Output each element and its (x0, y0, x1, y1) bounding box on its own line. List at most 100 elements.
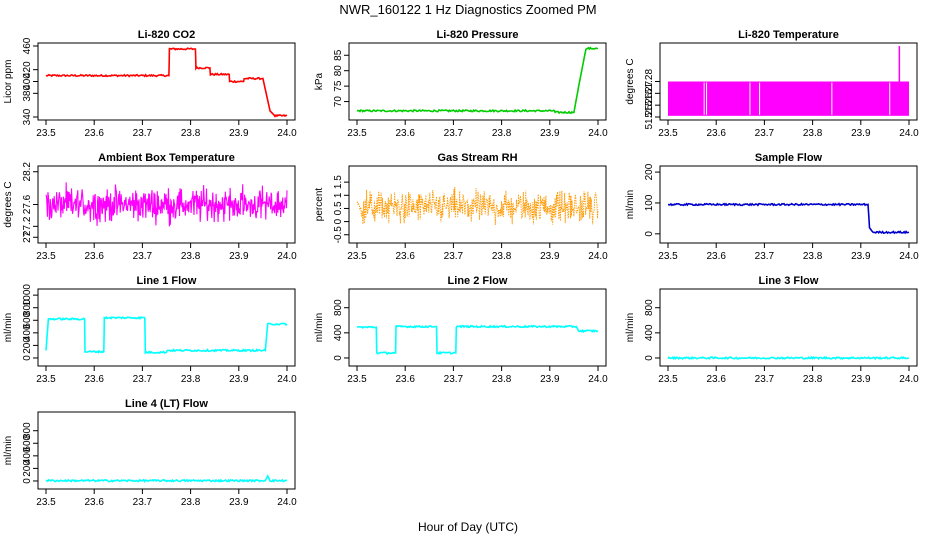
panel-6: Sample Flow 23.5 23.6 23.7 23.8 23.9 24.0 0 100 2… (625, 152, 919, 262)
y-tick-label: 51.28 (644, 69, 655, 94)
y-axis-label: ml/min (3, 436, 14, 465)
x-tick-label: 24.0 (277, 374, 297, 385)
series-marks (668, 202, 910, 235)
y-tick-label: 800 (22, 422, 33, 439)
y-tick-label: 0 (333, 355, 344, 361)
y-tick-label: 51.27 (644, 80, 655, 105)
plot-frame (37, 42, 296, 121)
x-tick-label: 23.6 (706, 374, 726, 385)
x-tick-label: 23.7 (444, 251, 464, 262)
x-tick-label: 23.5 (36, 374, 56, 385)
series-line (356, 46, 598, 115)
x-tick-label: 23.9 (540, 374, 560, 385)
plot-frame (348, 288, 607, 367)
x-tick-label: 23.8 (181, 251, 201, 262)
x-tick-label: 24.0 (277, 497, 297, 508)
x-tick-label: 23.7 (444, 374, 464, 385)
panel-title: Ambient Box Temperature (98, 152, 235, 164)
panel-title: Li-820 Pressure (437, 29, 519, 41)
x-tick-label: 23.5 (347, 128, 367, 139)
series-line (45, 474, 288, 483)
panel-8: Line 2 Flow 23.5 23.6 23.7 23.8 23.9 24.0 0 400 8… (314, 275, 608, 385)
y-tick-label: 340 (22, 108, 33, 125)
x-tick-label: 23.9 (851, 128, 871, 139)
x-tick-label: 23.9 (229, 374, 249, 385)
y-axis-label: kPa (314, 72, 325, 90)
panel-title: Gas Stream RH (437, 152, 517, 164)
series-line (668, 202, 910, 235)
plot-frame (659, 165, 918, 244)
plot-frame (659, 288, 918, 367)
x-tick-label: 23.7 (133, 374, 153, 385)
panel-3: Li-820 Temperature 23.5 23.6 23.7 23.8 23.9 24… (625, 29, 919, 139)
y-tick-label: 85 (333, 49, 344, 61)
x-tick-label: 23.6 (84, 374, 104, 385)
x-tick-label: 23.6 (84, 251, 104, 262)
y-axis-label: ml/min (3, 313, 14, 342)
y-tick-label: 800 (22, 299, 33, 316)
y-tick-label: 27 (22, 231, 33, 243)
x-tick-label: 23.9 (229, 497, 249, 508)
series-marks (45, 474, 288, 483)
y-tick-label: 400 (22, 73, 33, 90)
panel-title: Line 3 Flow (759, 275, 819, 287)
x-tick-label: 23.6 (84, 497, 104, 508)
x-tick-label: 23.6 (395, 374, 415, 385)
x-tick-label: 24.0 (899, 251, 919, 262)
x-tick-label: 23.9 (851, 251, 871, 262)
series-line (45, 47, 288, 118)
x-tick-label: 23.5 (36, 497, 56, 508)
series-marks (667, 355, 910, 361)
x-tick-label: 23.6 (84, 128, 104, 139)
x-tick-label: 23.8 (803, 251, 823, 262)
panel-4: Ambient Box Temperature 23.5 23.6 23.7 23.8 2… (3, 152, 297, 262)
x-tick-label: 23.8 (492, 374, 512, 385)
y-tick-label: 600 (22, 311, 33, 328)
x-tick-label: 24.0 (588, 128, 608, 139)
x-tick-label: 23.9 (540, 251, 560, 262)
y-tick-label: 27.2 (22, 216, 33, 236)
x-tick-label: 23.8 (181, 374, 201, 385)
y-tick-label: 0.5 (333, 201, 344, 215)
x-tick-label: 23.7 (133, 128, 153, 139)
panel-5: Gas Stream RH 23.5 23.6 23.7 23.8 23.9 24.0 -0.… (314, 152, 608, 262)
y-tick-label: 380 (22, 85, 33, 102)
y-tick-label: 420 (22, 61, 33, 78)
x-tick-label: 23.8 (492, 128, 512, 139)
y-tick-label: 51.25 (644, 104, 655, 129)
plot-frame (37, 411, 296, 490)
y-axis-label: percent (314, 188, 325, 222)
panel-7: Line 1 Flow 23.5 23.6 23.7 23.8 23.9 24.0 02004… (3, 275, 297, 385)
panel-1: Li-820 CO2 23.5 23.6 23.7 23.8 23.9 24.0 340 380… (3, 29, 297, 139)
x-tick-label: 24.0 (588, 251, 608, 262)
panel-title: Line 4 (LT) Flow (125, 398, 208, 410)
y-tick-label: -0.5 (333, 226, 344, 244)
y-tick-label: 400 (333, 324, 344, 341)
y-tick-label: 400 (22, 324, 33, 341)
x-tick-label: 23.5 (347, 374, 367, 385)
x-tick-label: 23.5 (36, 128, 56, 139)
series-marks (356, 46, 598, 115)
x-tick-label: 23.8 (803, 374, 823, 385)
x-tick-label: 23.5 (658, 374, 678, 385)
x-tick-label: 23.7 (755, 128, 775, 139)
y-tick-label: 51.26 (644, 92, 655, 117)
y-tick-label: 0 (22, 478, 33, 484)
x-tick-label: 23.7 (755, 251, 775, 262)
plot-frame (37, 288, 296, 367)
y-axis-label: Licor ppm (3, 60, 14, 104)
y-tick-label: 28.2 (22, 162, 33, 182)
series-marks (45, 315, 288, 355)
series-marks (356, 186, 599, 226)
panel-9: Line 3 Flow 23.5 23.6 23.7 23.8 23.9 24.0 0 400 8… (625, 275, 919, 385)
x-tick-label: 23.6 (395, 128, 415, 139)
y-tick-label: 400 (22, 447, 33, 464)
y-tick-label: 1000 (22, 284, 33, 307)
y-tick-label: 600 (22, 434, 33, 451)
x-tick-label: 23.7 (444, 128, 464, 139)
panels-grid: Li-820 CO2 23.5 23.6 23.7 23.8 23.9 24.0 340 380… (3, 29, 919, 508)
y-axis-label: ml/min (625, 313, 636, 342)
panel-title: Li-820 Temperature (738, 29, 839, 41)
panel-title: Li-820 CO2 (138, 29, 195, 41)
